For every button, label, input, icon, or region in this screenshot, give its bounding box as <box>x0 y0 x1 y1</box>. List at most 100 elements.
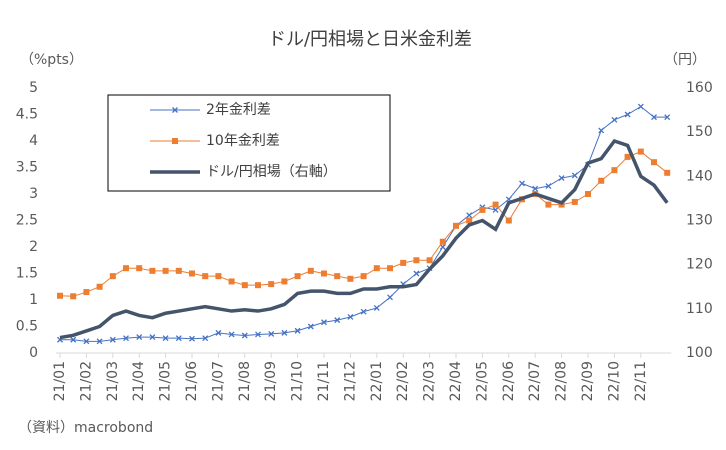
x-tick-label: 22/07 <box>527 361 543 401</box>
marker <box>123 335 129 342</box>
marker <box>83 338 90 345</box>
marker <box>162 335 169 342</box>
source-note: （資料）macrobond <box>18 420 153 436</box>
y-axis-label: （%pts） <box>20 52 83 68</box>
marker <box>637 148 644 155</box>
legend-label: 10年金利差 <box>206 133 280 149</box>
y2-tick-label: 100 <box>686 345 713 361</box>
marker <box>532 185 539 192</box>
marker <box>294 327 301 334</box>
series-line <box>59 138 669 340</box>
legend-marker <box>172 138 178 144</box>
marker <box>109 336 116 343</box>
marker <box>505 217 512 224</box>
y2-tick-label: 140 <box>686 168 713 184</box>
y2-tick-label: 160 <box>686 80 713 96</box>
x-tick-label: 21/07 <box>210 361 226 401</box>
marker <box>664 169 671 176</box>
marker <box>611 167 618 174</box>
marker <box>307 323 314 330</box>
marker <box>360 308 367 315</box>
marker <box>96 338 103 345</box>
x-tick-label: 21/08 <box>237 361 253 401</box>
x-tick-label: 21/02 <box>78 361 94 401</box>
marker <box>651 114 657 121</box>
y-tick-label: 0 <box>29 345 38 361</box>
marker <box>545 183 552 190</box>
x-tick-label: 21/05 <box>158 361 174 401</box>
marker <box>387 265 393 272</box>
y2-axis-label: （円） <box>664 52 706 68</box>
marker <box>347 314 354 320</box>
marker <box>637 103 644 110</box>
marker <box>268 330 275 337</box>
x-tick-label: 21/04 <box>131 361 147 401</box>
x-tick-label: 21/01 <box>52 361 68 401</box>
marker <box>228 278 235 285</box>
marker <box>413 270 420 277</box>
x-tick-label: 21/11 <box>316 361 332 401</box>
marker <box>281 329 288 336</box>
y-tick-label: 2 <box>29 239 38 255</box>
marker <box>83 289 90 296</box>
legend-label: 2年金利差 <box>206 102 271 118</box>
y-tick-label: 4.5 <box>16 107 38 123</box>
x-tick-label: 22/10 <box>606 361 622 401</box>
y-tick-label: 5 <box>29 80 38 96</box>
marker <box>149 334 156 341</box>
legend-marker <box>172 107 178 113</box>
x-tick-label: 21/06 <box>184 361 200 401</box>
marker <box>651 159 657 166</box>
marker <box>519 180 525 187</box>
y2-tick-label: 120 <box>686 257 713 273</box>
marker <box>321 270 327 277</box>
marker <box>439 244 446 250</box>
y-tick-label: 1.5 <box>16 266 38 282</box>
marker <box>281 278 288 285</box>
x-tick-label: 22/11 <box>633 361 649 401</box>
marker <box>70 336 77 343</box>
x-tick-label: 21/09 <box>263 361 279 401</box>
marker <box>624 111 631 118</box>
marker <box>545 201 552 208</box>
marker <box>136 265 143 272</box>
x-tick-label: 22/08 <box>554 361 570 401</box>
marker <box>439 238 446 245</box>
marker <box>479 206 486 213</box>
legend-label: ドル/円相場（右軸） <box>206 164 337 180</box>
marker <box>360 273 367 280</box>
marker <box>294 273 301 280</box>
marker <box>598 127 605 134</box>
marker <box>558 175 565 182</box>
y-tick-label: 2.5 <box>16 213 38 229</box>
marker <box>598 177 605 184</box>
marker <box>189 335 195 342</box>
marker <box>321 319 327 326</box>
marker <box>373 265 380 272</box>
marker <box>70 293 77 300</box>
x-tick-label: 21/12 <box>342 361 358 401</box>
marker <box>624 153 631 160</box>
y2-tick-label: 150 <box>686 124 713 140</box>
marker <box>334 273 341 280</box>
y-tick-label: 0.5 <box>16 319 38 335</box>
marker <box>453 222 459 229</box>
marker <box>202 335 209 342</box>
marker <box>492 201 499 208</box>
x-tick-label: 22/02 <box>395 361 411 401</box>
marker <box>571 198 578 205</box>
y2-tick-label: 110 <box>686 301 713 317</box>
marker <box>466 212 473 219</box>
marker <box>307 267 314 274</box>
marker <box>571 172 578 179</box>
y2-tick-label: 130 <box>686 213 713 229</box>
marker <box>202 273 209 280</box>
marker <box>400 259 407 266</box>
marker <box>241 332 248 339</box>
chart-title: ドル/円相場と日米金利差 <box>268 29 472 50</box>
marker <box>241 282 248 289</box>
y-tick-label: 4 <box>29 133 38 149</box>
marker <box>228 331 235 338</box>
x-tick-label: 22/09 <box>580 361 596 401</box>
